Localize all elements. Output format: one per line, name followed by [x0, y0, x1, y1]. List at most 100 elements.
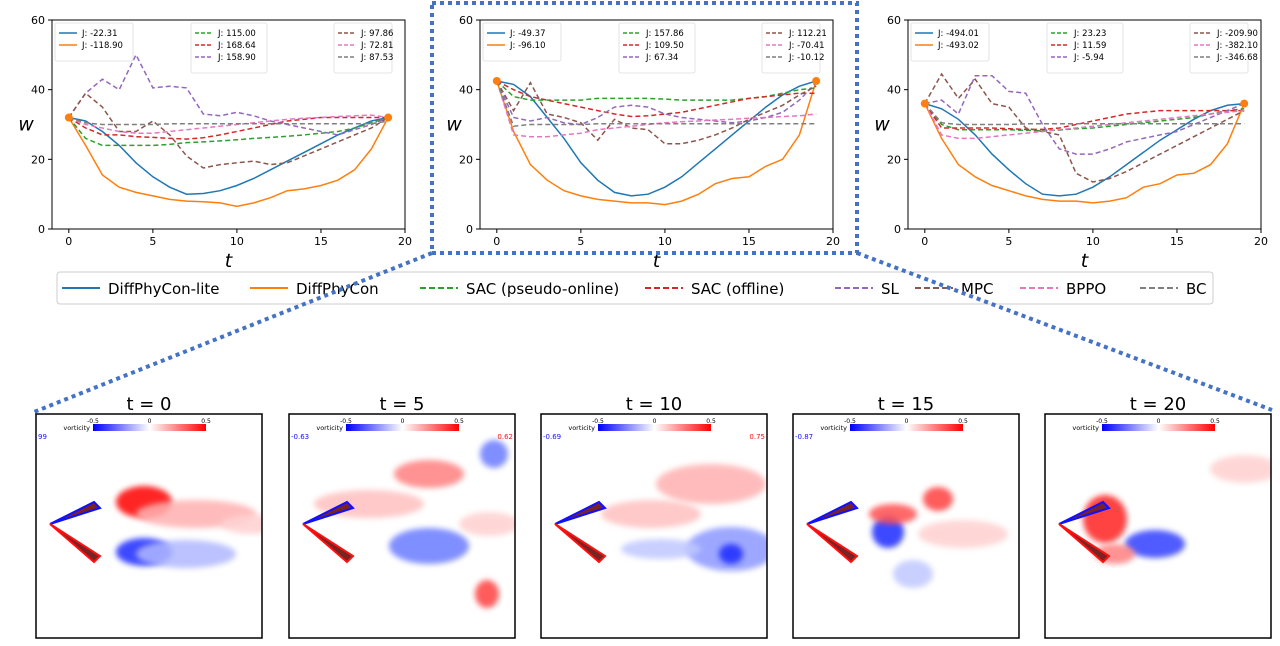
x-tick-label: 20	[1254, 235, 1268, 248]
inner-legend-label: J: -382.10	[1216, 41, 1258, 51]
series-line-bc	[924, 103, 1245, 126]
colorbar	[93, 424, 206, 431]
airfoil-upper	[302, 500, 355, 525]
axes-frame	[51, 19, 406, 230]
x-tick-label: 5	[577, 235, 584, 248]
colorbar-tick-label: 0	[148, 418, 152, 425]
endpoint-marker-2	[812, 76, 821, 85]
frame-2: t = 5 vorticity-0.5 0 0.5 -0.63 0.62	[288, 394, 516, 639]
airfoil-upper	[806, 500, 859, 525]
airfoil-lower	[302, 523, 355, 564]
x-axis-label: t	[225, 250, 234, 272]
y-tick-label: 20	[459, 153, 473, 166]
colorbar-label: vorticity	[820, 424, 847, 432]
series-line-bppo	[496, 80, 817, 138]
y-tick-label: 0	[38, 223, 45, 236]
x-tick-label: 0	[493, 235, 500, 248]
axes-frame	[907, 19, 1262, 230]
y-tick-label: 60	[887, 14, 901, 27]
highlight-rect	[430, 1, 859, 255]
vmin-label: 99	[38, 433, 47, 441]
endpoint-marker-2	[384, 113, 393, 122]
vorticity-field	[49, 486, 262, 568]
frame-title: t = 5	[379, 394, 424, 415]
vmin-label: -0.63	[291, 433, 309, 441]
frame-title: t = 10	[626, 394, 683, 415]
vmax-label: 0.75	[749, 433, 765, 441]
inner-legend-label: J: 67.34	[645, 53, 678, 63]
vortex-blob	[918, 520, 1008, 548]
colorbar-tick-label: 0	[401, 418, 405, 425]
colorbar	[850, 424, 963, 431]
legend: DiffPhyCon-lite DiffPhyCon SAC (pseudo-onl…	[56, 271, 1214, 305]
vortex-blob	[601, 500, 701, 528]
x-tick-label: 0	[65, 235, 72, 248]
vortex-blob	[221, 514, 262, 534]
charts-group: 0 5 10 15 20 0 20 40 60 t w J: -22.31 J: -118.90 J: 1…	[18, 14, 1268, 272]
vortex-blob	[1125, 530, 1185, 558]
colorbar-tick-label: -0.5	[592, 418, 604, 425]
inner-legend-label: J: -346.68	[1216, 53, 1258, 63]
inner-legend-label: J: 72.81	[360, 41, 393, 51]
colorbar-tick-label: 0	[1157, 418, 1161, 425]
vortex-blob	[872, 516, 904, 548]
axes-frame	[479, 19, 834, 230]
series-line-mpc	[68, 92, 389, 169]
frame-title: t = 20	[1130, 394, 1187, 415]
frame-3: t = 10 vorticity-0.5 0 0.5 -0.69 0.75	[540, 394, 768, 639]
frame-border	[1044, 413, 1272, 639]
inner-legend-label: J: 112.21	[788, 29, 827, 39]
airfoil-lower	[49, 523, 102, 564]
series-line-sac-pseudo-online	[924, 103, 1245, 132]
vortex-blob	[1210, 455, 1271, 483]
vortex-blob	[1083, 495, 1127, 543]
y-axis-label: w	[18, 114, 34, 136]
y-tick-label: 60	[31, 14, 45, 27]
inner-legend-label: J: -22.31	[81, 29, 117, 39]
vorticity-field	[806, 487, 1008, 588]
vortex-blob	[893, 560, 933, 588]
series-line-mpc	[924, 72, 1245, 183]
y-tick-label: 0	[894, 223, 901, 236]
chart-2: 0 5 10 15 20 0 20 40 60 t w J: -49.37 J: -96.10 J: 15…	[446, 14, 840, 272]
inner-legend-label: J: -5.94	[1073, 53, 1104, 63]
colorbar-label: vorticity	[63, 424, 90, 432]
series-line-diffphycon-lite	[496, 80, 817, 197]
frame-border	[792, 413, 1020, 639]
colorbar-tick-label: 0.5	[958, 418, 968, 425]
colorbar-label: vorticity	[1072, 424, 1099, 432]
inner-legend-label: J: -96.10	[509, 41, 545, 51]
frame-title: t = 15	[878, 394, 935, 415]
inner-legend-label: J: 157.86	[645, 29, 684, 39]
y-axis-label: w	[874, 114, 890, 136]
series-line-sac-offline	[496, 80, 817, 118]
y-tick-label: 20	[887, 153, 901, 166]
x-tick-label: 5	[1005, 235, 1012, 248]
vortex-blob	[136, 540, 236, 568]
series-line-bppo	[68, 114, 389, 134]
inner-legend-box	[190, 22, 268, 74]
series-line-sac-offline	[924, 103, 1245, 131]
x-axis-label: t	[1081, 250, 1090, 272]
inner-legend-label: J: -70.41	[788, 41, 824, 51]
colorbar-tick-label: 0	[905, 418, 909, 425]
legend-label-sl: SL	[881, 280, 900, 298]
x-axis-label: t	[653, 250, 662, 272]
colorbar-tick-label: 0.5	[1210, 418, 1220, 425]
series-line-bc	[496, 80, 817, 128]
inner-legend-label: J: -494.01	[937, 29, 979, 39]
y-tick-label: 60	[459, 14, 473, 27]
x-tick-label: 15	[742, 235, 756, 248]
series-line-sl	[924, 74, 1245, 155]
colorbar-label: vorticity	[568, 424, 595, 432]
chart-3: 0 5 10 15 20 0 20 40 60 t w J: -494.01 J: -493.02 J: …	[874, 14, 1268, 272]
vortex-blob	[394, 460, 464, 488]
vortex-blob	[869, 504, 917, 524]
vortex-blob	[621, 539, 701, 559]
x-tick-label: 15	[314, 235, 328, 248]
legend-label-bppo: BPPO	[1066, 280, 1106, 298]
y-tick-label: 40	[459, 84, 473, 97]
inner-legend-label: J: -118.90	[81, 41, 123, 51]
